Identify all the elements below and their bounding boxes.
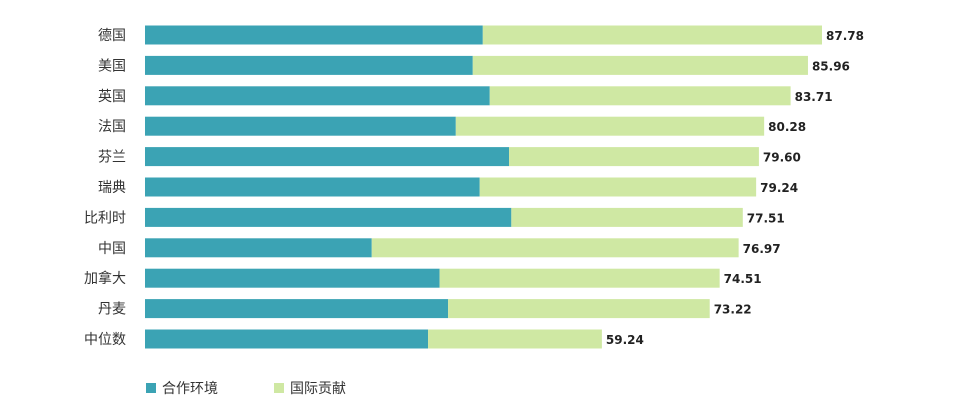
bar-segment-contribution	[371, 238, 739, 258]
category-label: 丹麦	[98, 302, 126, 318]
category-label: 芬兰	[98, 150, 126, 166]
bar-segment-contribution	[455, 116, 765, 136]
bar-segment-cooperation	[145, 329, 429, 349]
bar-segment-contribution	[439, 268, 720, 288]
category-label: 德国	[98, 28, 126, 44]
legend-label-contribution: 国际贡献	[290, 381, 346, 397]
total-value-label: 77.51	[747, 211, 785, 225]
bar-segment-contribution	[511, 207, 743, 227]
bar-segment-cooperation	[145, 147, 510, 167]
total-value-label: 59.24	[606, 333, 644, 347]
total-value-label: 79.60	[763, 151, 801, 165]
total-value-label: 79.24	[760, 181, 798, 195]
legend: 合作环境 国际贡献	[146, 381, 346, 397]
bar-segment-cooperation	[145, 55, 473, 75]
category-label: 加拿大	[84, 270, 126, 287]
category-label: 英国	[98, 88, 126, 105]
bar-segment-contribution	[482, 25, 822, 45]
category-label: 比利时	[84, 210, 126, 226]
total-value-label: 73.22	[714, 303, 752, 317]
bar-segment-cooperation	[145, 268, 440, 288]
category-label: 中位数	[84, 332, 126, 348]
bar-segment-contribution	[428, 329, 602, 349]
bar-segment-cooperation	[145, 238, 372, 258]
legend-swatch-cooperation	[146, 383, 156, 393]
bar-segment-contribution	[472, 55, 808, 75]
bar-segment-contribution	[479, 177, 757, 197]
bar-segment-cooperation	[145, 86, 490, 106]
total-value-label: 74.51	[724, 272, 762, 286]
total-value-label: 80.28	[768, 120, 806, 134]
legend-label-cooperation: 合作环境	[162, 381, 218, 397]
category-label: 瑞典	[98, 180, 126, 196]
total-value-label: 87.78	[826, 29, 864, 43]
bar-segment-contribution	[489, 86, 791, 106]
bar-segment-cooperation	[145, 116, 456, 136]
category-label: 中国	[98, 241, 126, 257]
total-value-label: 83.71	[795, 90, 833, 104]
bar-segment-cooperation	[145, 207, 512, 227]
bar-segment-cooperation	[145, 299, 449, 319]
category-label: 美国	[98, 58, 126, 74]
bar-segment-cooperation	[145, 25, 483, 45]
bar-segment-contribution	[509, 147, 759, 167]
category-label: 法国	[98, 119, 126, 135]
bar-segment-contribution	[448, 299, 710, 319]
total-value-label: 76.97	[743, 242, 781, 256]
total-value-label: 85.96	[812, 59, 850, 73]
bar-segment-cooperation	[145, 177, 480, 197]
legend-swatch-contribution	[274, 383, 284, 393]
